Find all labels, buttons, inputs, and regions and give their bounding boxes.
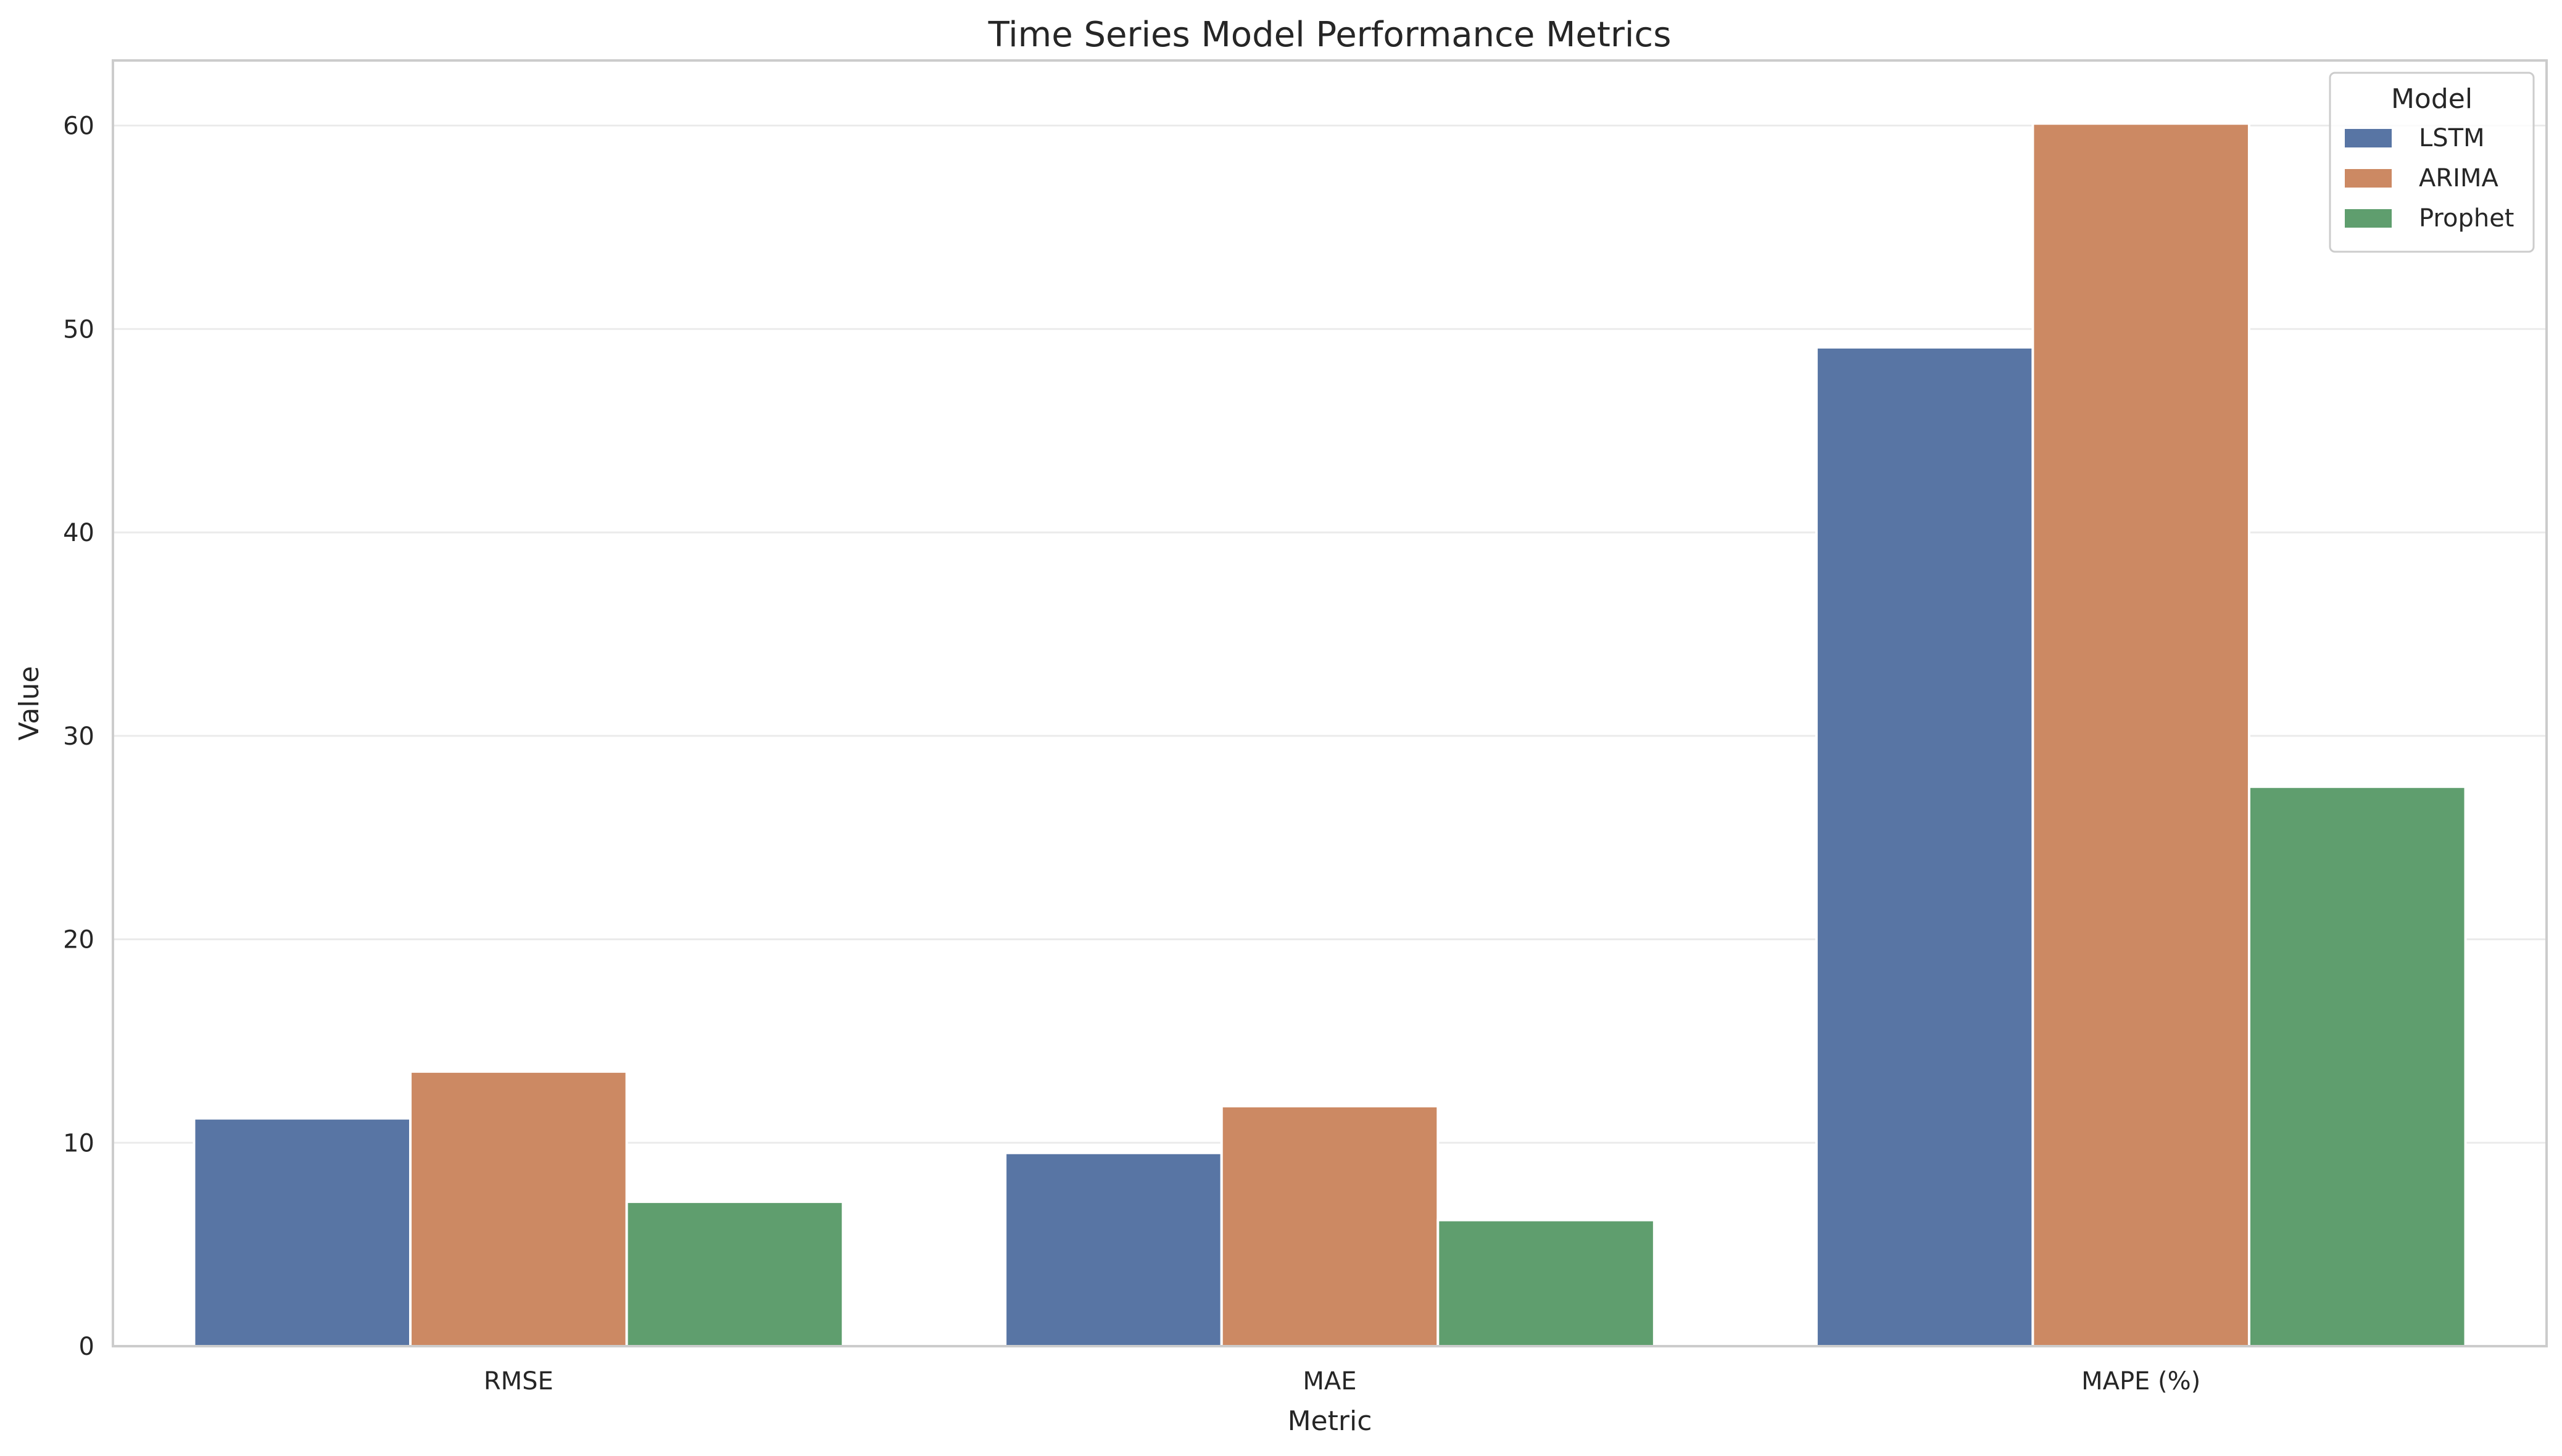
bar-prophet-0 [625,1200,845,1348]
legend-title: Model [2391,83,2473,115]
bar-lstm-1 [1004,1151,1223,1347]
bar-lstm-0 [193,1117,412,1348]
legend-box [2329,72,2535,253]
chart-title: Time Series Model Performance Metrics [988,15,1672,55]
bars [193,122,2467,1348]
y-tick-label: 20 [63,926,94,954]
bar-arima-1 [1220,1104,1440,1347]
legend-swatch-lstm [2345,129,2392,147]
y-axis-label: Value [14,666,45,741]
x-tick-labels: RMSE MAE MAPE (%) [484,1367,2200,1396]
y-tick-labels: 0 10 20 30 40 50 60 [63,112,94,1361]
bar-prophet-2 [2247,785,2467,1347]
legend: Model LSTM ARIMA Prophet [2329,72,2535,253]
x-tick-label: RMSE [484,1367,553,1396]
bar-prophet-1 [1436,1218,1656,1348]
bar-lstm-2 [1815,345,2034,1348]
legend-items: LSTM ARIMA Prophet [2345,124,2514,233]
legend-swatch-prophet [2345,209,2392,228]
y-tick-label: 30 [63,722,94,751]
x-tick-label: MAE [1303,1367,1356,1396]
x-axis-label: Metric [1288,1405,1372,1437]
y-tick-label: 10 [63,1129,94,1157]
legend-label-prophet: Prophet [2419,204,2514,233]
legend-swatch-arima [2345,169,2392,188]
bar-arima-0 [409,1070,628,1348]
plot-frame [112,59,2548,1347]
x-tick-label: MAPE (%) [2081,1367,2200,1396]
y-tick-label: 60 [63,112,94,141]
legend-label-lstm: LSTM [2419,124,2485,152]
y-tick-label: 40 [63,519,94,547]
y-tick-label: 50 [63,315,94,344]
y-tick-label: 0 [79,1333,94,1361]
bar-arima-2 [2031,122,2250,1347]
legend-label-arima: ARIMA [2419,164,2498,192]
